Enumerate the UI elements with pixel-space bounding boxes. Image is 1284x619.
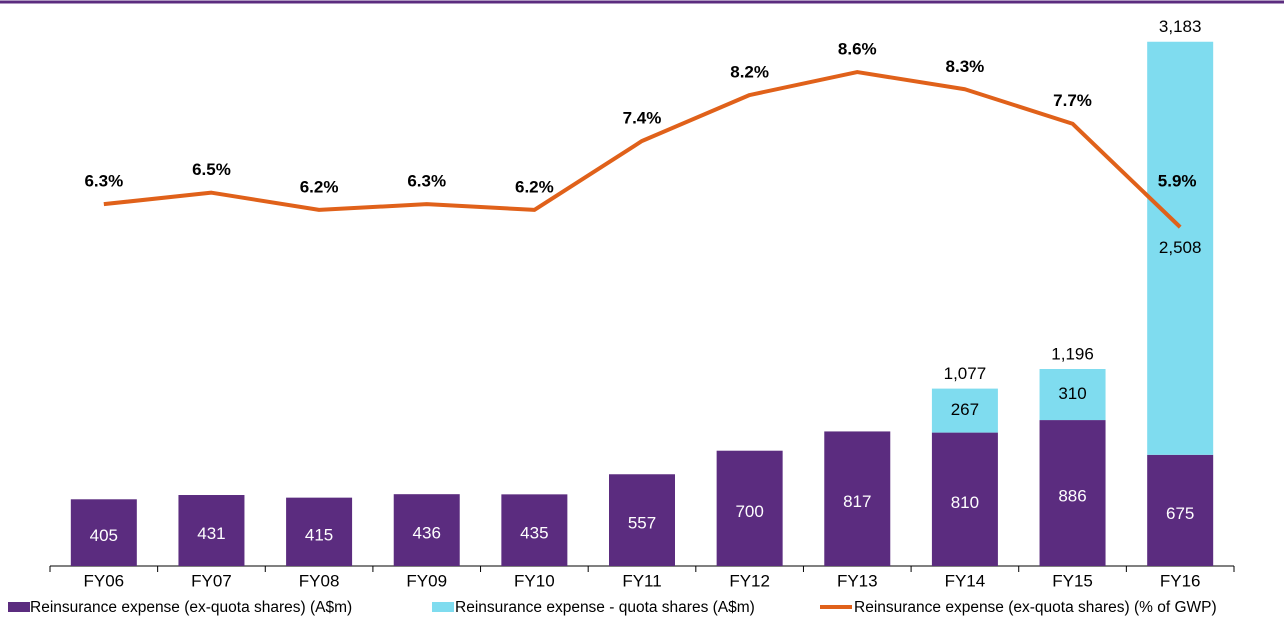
data-label: 431: [197, 524, 225, 543]
x-tick-label: FY13: [837, 571, 878, 590]
data-label: 6.2%: [515, 177, 554, 196]
x-tick-label: FY06: [83, 571, 124, 590]
data-label: 700: [735, 502, 763, 521]
x-tick-label: FY15: [1052, 571, 1093, 590]
data-label: 2,508: [1159, 238, 1202, 257]
bar: [1147, 454, 1214, 566]
data-label: 5.9%: [1158, 172, 1197, 191]
total-label: 1,077: [944, 364, 987, 383]
bar: [931, 432, 998, 566]
data-label: 675: [1166, 504, 1194, 523]
data-label: 886: [1058, 487, 1086, 506]
total-label: 1,196: [1051, 344, 1094, 363]
bar: [1147, 41, 1214, 455]
x-tick-label: FY08: [299, 571, 340, 590]
data-label: 8.3%: [946, 57, 985, 76]
data-label: 405: [90, 526, 118, 545]
bar: [70, 499, 137, 566]
legend-swatch: [432, 602, 454, 612]
data-label: 6.5%: [192, 160, 231, 179]
bar: [178, 495, 245, 566]
data-label: 310: [1058, 384, 1086, 403]
data-label: 817: [843, 492, 871, 511]
legend-swatch: [8, 602, 30, 612]
legend-label: Reinsurance expense (ex-quota shares) (A…: [30, 599, 352, 616]
data-label: 7.4%: [623, 108, 662, 127]
x-tick-label: FY07: [191, 571, 232, 590]
bar: [1039, 420, 1106, 566]
line: [103, 70, 1182, 229]
data-label: 6.2%: [300, 177, 339, 196]
data-label: 557: [628, 514, 656, 533]
total-label: 3,183: [1159, 17, 1202, 36]
bar: [393, 494, 460, 566]
data-label: 6.3%: [84, 172, 123, 191]
bar: [931, 388, 998, 433]
data-label: 8.6%: [838, 40, 877, 59]
bar: [286, 497, 353, 566]
bar: [824, 431, 891, 566]
bar: [501, 494, 568, 566]
data-label: 436: [413, 524, 441, 543]
bar: [716, 450, 783, 566]
x-tick-label: FY16: [1160, 571, 1201, 590]
bar: [609, 474, 675, 566]
x-tick-label: FY09: [406, 571, 447, 590]
data-label: 7.7%: [1053, 91, 1092, 110]
legend-label: Reinsurance expense - quota shares (A$m): [455, 599, 755, 616]
x-tick-label: FY11: [622, 571, 661, 590]
legend-label: Reinsurance expense (ex-quota shares) (%…: [854, 599, 1217, 616]
x-tick-label: FY12: [729, 571, 770, 590]
x-tick-label: FY10: [514, 571, 555, 590]
data-label: 810: [951, 493, 979, 512]
x-tick-label: FY14: [945, 571, 986, 590]
data-label: 267: [951, 400, 979, 419]
data-label: 435: [520, 524, 548, 543]
bar: [1039, 369, 1106, 421]
data-label: 8.2%: [730, 63, 769, 82]
data-label: 6.3%: [407, 172, 446, 191]
data-label: 415: [305, 525, 333, 544]
